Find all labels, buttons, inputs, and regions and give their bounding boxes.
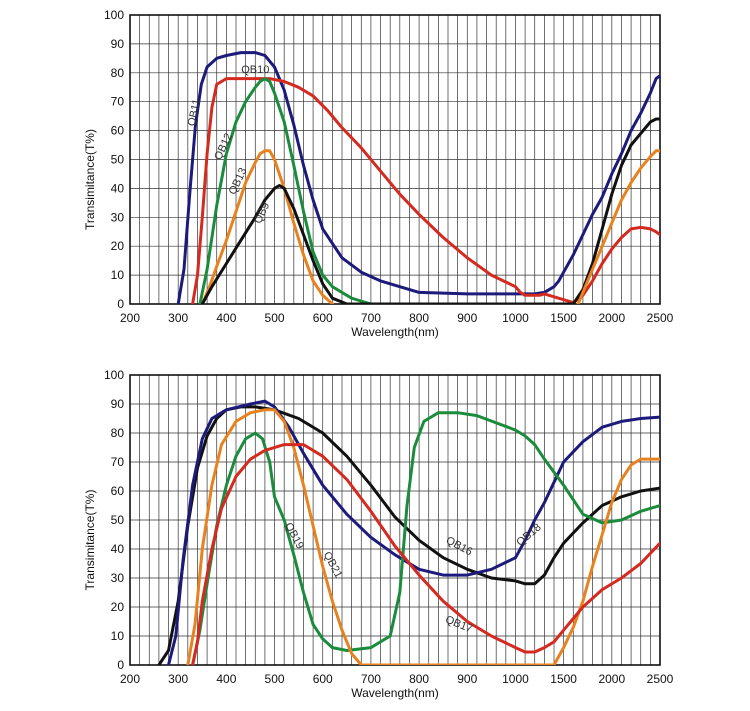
y-axis-label: Transimitance(T%) [83,129,97,230]
x-tick-label: 2000 [598,672,625,686]
y-tick-label: 50 [111,513,125,527]
series-line-qb12 [198,77,373,304]
x-tick-label: 2000 [598,311,625,325]
x-tick-label: 700 [361,672,381,686]
series-line-qb10 [191,77,660,304]
x-tick-label: 2500 [647,672,674,686]
y-tick-label: 70 [111,95,125,109]
x-tick-label: 1500 [550,672,577,686]
curve-label: QB16 [444,534,474,558]
y-tick-label: 10 [111,268,125,282]
y-tick-label: 10 [111,629,125,643]
y-tick-label: 80 [111,66,125,80]
series-line-qb17 [191,443,660,665]
chart-bottom: 0 10 20 30 40 50 60 70 80 90 100 200 300 400 500 600 700… [83,368,674,700]
x-tick-label: 2500 [647,311,674,325]
x-tick-label: 700 [361,311,381,325]
x-tick-label: 900 [457,672,477,686]
y-tick-label: 20 [111,600,125,614]
x-axis-label: Wavelength(nm) [351,686,439,700]
x-tick-label: 400 [216,311,236,325]
series-line-qb19 [191,411,660,665]
curve-label: QB12 [212,131,235,162]
y-axis-label: Transimitance(T%) [83,490,97,591]
curve-label: QB10 [241,64,269,76]
x-tick-label: 800 [409,672,429,686]
y-tick-label: 40 [111,542,125,556]
x-tick-label: 1000 [502,672,529,686]
x-tick-label: 400 [216,672,236,686]
y-tick-label: 90 [111,37,125,51]
series-line-qb16 [157,405,660,665]
x-tick-label: 200 [120,311,140,325]
x-tick-label: 1000 [502,311,529,325]
x-tick-label: 300 [168,672,188,686]
x-tick-label: 600 [313,672,333,686]
chart-top: 0 10 20 30 40 50 60 70 80 90 100 200 300 400 500 600 700… [83,8,674,339]
series-line-qb21 [186,408,660,665]
y-tick-label: 80 [111,426,125,440]
series-line-qb13 [200,149,334,304]
x-tick-label: 800 [409,311,429,325]
x-tick-label: 900 [457,311,477,325]
y-tick-label: 0 [117,297,124,311]
series-line-qb11 [176,51,660,304]
series-line-extra [576,149,660,304]
y-tick-label: 40 [111,181,125,195]
y-tick-label: 90 [111,397,125,411]
y-tick-label: 50 [111,153,125,167]
curve-label: QB18 [514,521,543,548]
y-tick-label: 20 [111,239,125,253]
series-line-qb18 [167,399,660,665]
y-tick-label: 30 [111,210,125,224]
y-tick-label: 30 [111,571,125,585]
x-tick-label: 500 [265,311,285,325]
y-tick-label: 60 [111,124,125,138]
x-tick-label: 600 [313,311,333,325]
series-line-qb9 [200,117,660,304]
y-tick-label: 70 [111,455,125,469]
x-tick-label: 300 [168,311,188,325]
y-tick-label: 0 [117,658,124,672]
y-tick-label: 100 [104,368,124,382]
x-tick-label: 200 [120,672,140,686]
x-axis-label: Wavelength(nm) [351,325,439,339]
curve-label: QB11 [186,98,203,127]
x-tick-label: 500 [265,672,285,686]
y-tick-label: 60 [111,484,125,498]
y-tick-label: 100 [104,8,124,22]
curve-label: QB19 [282,521,306,551]
x-tick-label: 1500 [550,311,577,325]
